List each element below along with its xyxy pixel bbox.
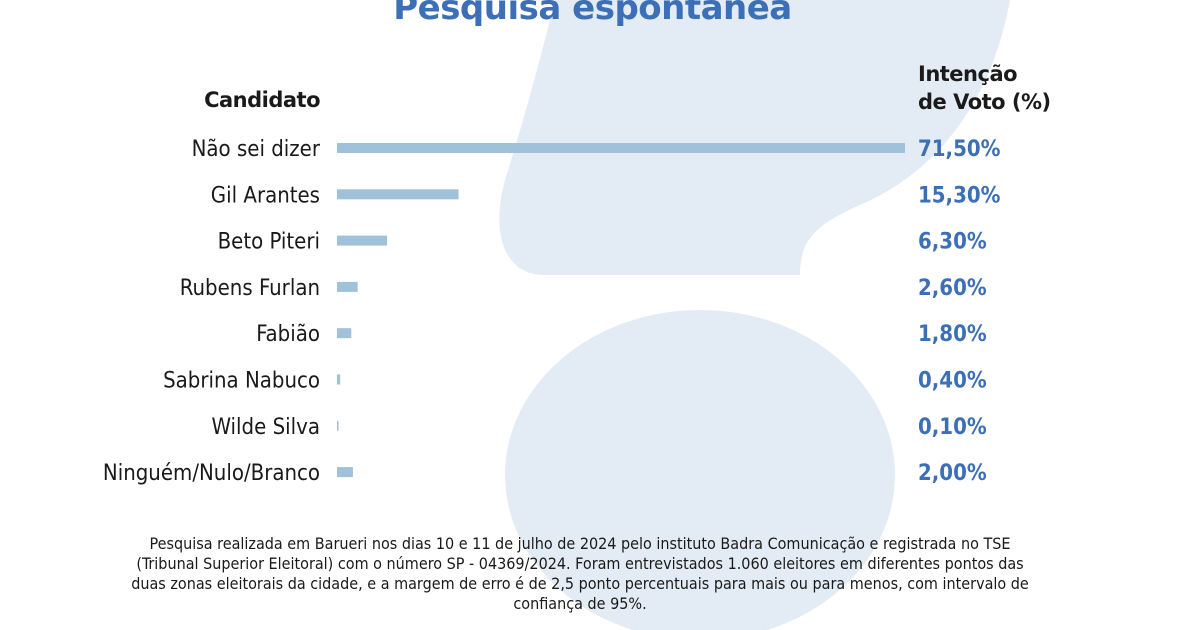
bar — [337, 374, 341, 385]
value-label: 15,30% — [918, 183, 1001, 208]
survey-footnote: Pesquisa realizada em Barueri nos dias 1… — [131, 534, 1029, 613]
value-label: 6,30% — [918, 230, 987, 255]
value-label: 2,00% — [918, 461, 987, 486]
vote-intention-column-header: Intenção de Voto (%) — [918, 60, 1078, 116]
question-mark-dot — [505, 310, 895, 630]
bar — [337, 467, 353, 478]
value-label: 1,80% — [918, 322, 987, 347]
bar-chart: Não sei dizer 71,50% Gil Arantes 15,30% Beto… — [103, 137, 1001, 486]
category-label: Ninguém/Nulo/Branco — [103, 461, 320, 486]
bar — [337, 143, 905, 153]
category-label: Beto Piteri — [218, 230, 320, 255]
category-label: Gil Arantes — [211, 183, 320, 208]
category-label: Fabião — [256, 322, 320, 347]
value-label: 2,60% — [918, 276, 987, 301]
bar — [337, 420, 339, 431]
vote-intention-header-line2: de Voto (%) — [918, 90, 1051, 114]
category-label: Não sei dizer — [192, 137, 321, 162]
bar — [337, 281, 358, 292]
category-label: Rubens Furlan — [180, 276, 320, 301]
chart-title: Pesquisa espontânea — [393, 0, 792, 28]
bar — [337, 189, 459, 200]
value-label: 0,40% — [918, 369, 987, 394]
candidate-column-header: Candidato — [204, 88, 320, 112]
bar — [337, 328, 352, 339]
value-label: 71,50% — [918, 137, 1001, 162]
vote-intention-header-line1: Intenção — [918, 62, 1018, 86]
question-mark-hook — [499, 0, 1010, 275]
category-label: Sabrina Nabuco — [163, 369, 320, 394]
bar — [337, 235, 388, 246]
value-label: 0,10% — [918, 415, 987, 440]
category-label: Wilde Silva — [211, 415, 320, 440]
